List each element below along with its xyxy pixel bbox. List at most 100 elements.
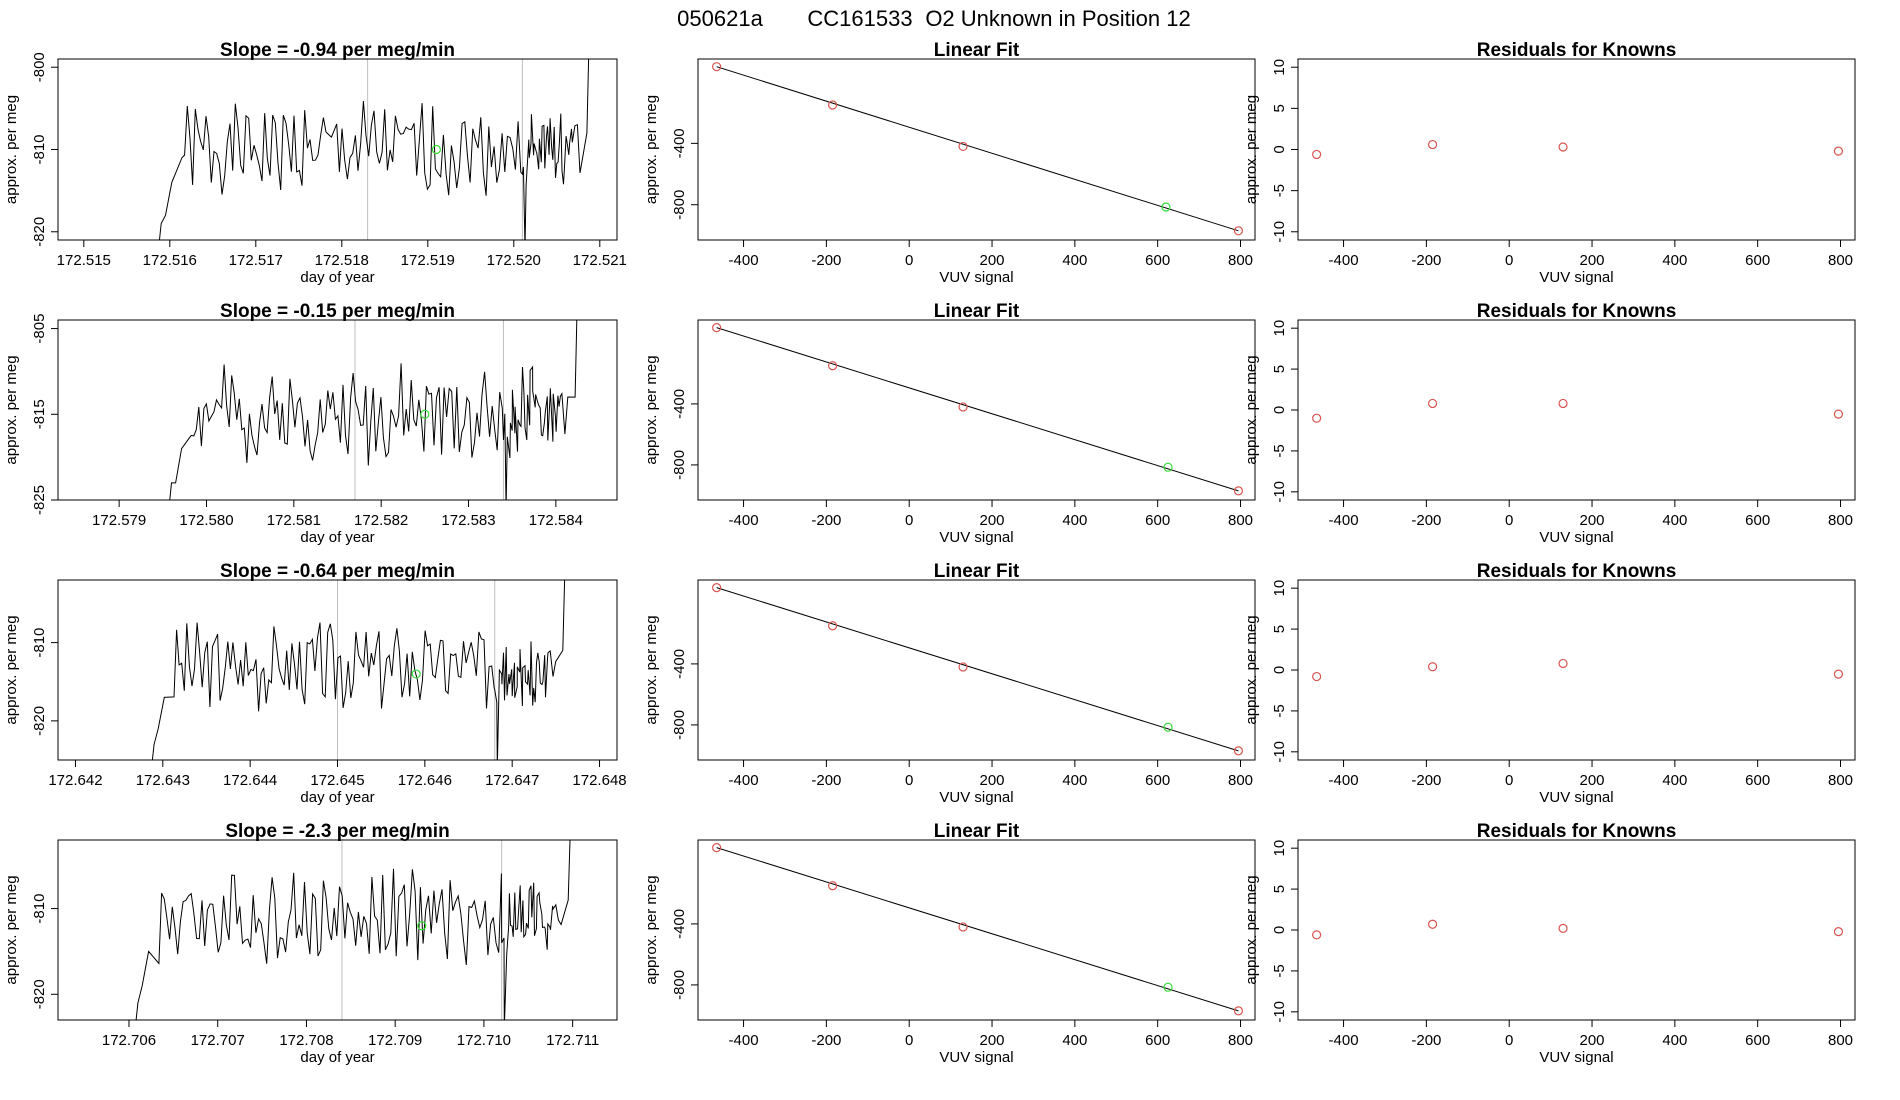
x-tick-label: 200 — [980, 772, 1005, 789]
x-axis-label: VUV signal — [1539, 269, 1613, 286]
plot-frame — [1297, 839, 1856, 1021]
figure-title-run-id: 050621a — [677, 6, 763, 31]
x-tick-label: 172.648 — [572, 772, 626, 789]
y-tick-label: -820 — [31, 706, 48, 736]
y-axis: 10 5 0 -5 -10 approx. per meg — [1243, 580, 1298, 763]
x-tick-label: 800 — [1228, 772, 1253, 789]
x-tick-label: 0 — [905, 512, 913, 529]
y-axis-label: approx. per meg — [3, 95, 20, 204]
x-tick-label: 600 — [1745, 1032, 1770, 1049]
plot-frame — [1297, 58, 1856, 241]
x-tick-label: -200 — [1411, 252, 1441, 269]
x-axis-label: VUV signal — [1539, 1049, 1613, 1066]
x-axis-label: VUV signal — [939, 269, 1013, 286]
x-tick-label: -200 — [1411, 1032, 1441, 1049]
plot-frame — [57, 579, 618, 761]
panel-r2c1: Linear Fit -400 -200 0 200 400 600 800 VUV signa… — [643, 561, 1256, 806]
x-axis: 172.706 172.707 172.708 172.709 172.710 172.7… — [102, 1019, 599, 1066]
x-tick-label: 172.708 — [279, 1032, 333, 1049]
plot-frame — [57, 319, 618, 501]
plot-area — [1312, 919, 1844, 940]
known-point — [1312, 671, 1322, 682]
x-tick-label: 172.581 — [267, 512, 321, 529]
x-tick-label: -200 — [811, 772, 841, 789]
x-tick-label: 172.517 — [229, 252, 283, 269]
y-tick-label: -820 — [31, 979, 48, 1009]
x-axis: -400 -200 0 200 400 600 800 VUV signal — [1329, 1019, 1853, 1066]
known-point — [958, 141, 968, 152]
x-tick-label: 400 — [1662, 252, 1687, 269]
x-tick-label: 0 — [1505, 1032, 1513, 1049]
x-axis: -400 -200 0 200 400 600 800 VUV signal — [729, 759, 1253, 806]
fit-line — [716, 587, 1239, 752]
y-tick-label: -810 — [31, 628, 48, 658]
x-tick-label: 172.584 — [529, 512, 583, 529]
plot-area — [712, 843, 1244, 1016]
y-tick-label: -800 — [671, 450, 688, 480]
x-tick-label: 600 — [1145, 1032, 1170, 1049]
x-tick-label: -200 — [1411, 772, 1441, 789]
x-tick-label: 400 — [1062, 512, 1087, 529]
y-tick-label: -805 — [31, 314, 48, 344]
y-tick-label: 5 — [1271, 885, 1288, 893]
x-tick-label: -400 — [729, 1032, 759, 1049]
known-point — [827, 100, 838, 110]
x-tick-label: 172.518 — [315, 252, 369, 269]
x-tick-label: -200 — [1411, 512, 1441, 529]
y-axis-label: approx. per meg — [1243, 355, 1260, 464]
y-tick-label: -800 — [671, 710, 688, 740]
panel-title: Linear Fit — [934, 821, 1020, 842]
y-tick-label: -800 — [671, 190, 688, 220]
y-axis-label: approx. per meg — [643, 355, 660, 464]
x-tick-label: 172.645 — [310, 772, 364, 789]
y-tick-label: -5 — [1271, 184, 1288, 197]
panel-title: Slope = -0.64 per meg/min — [220, 561, 455, 582]
x-tick-label: 800 — [1828, 772, 1853, 789]
x-tick-label: 0 — [1505, 252, 1513, 269]
x-tick-label: 800 — [1828, 512, 1853, 529]
x-tick-label: -400 — [1329, 252, 1359, 269]
x-axis-label: day of year — [300, 529, 374, 546]
x-tick-label: 200 — [1580, 252, 1605, 269]
plot-frame — [1297, 579, 1856, 761]
x-axis-label: VUV signal — [1539, 529, 1613, 546]
plot-frame — [697, 319, 1256, 501]
x-axis: -400 -200 0 200 400 600 800 VUV signal — [1329, 239, 1853, 286]
x-tick-label: 200 — [1580, 772, 1605, 789]
y-tick-label: 5 — [1271, 365, 1288, 373]
known-point — [1558, 398, 1568, 409]
known-point — [827, 881, 838, 891]
y-axis: -805 -815 -825 approx. per meg — [3, 314, 58, 515]
known-point — [1233, 1006, 1244, 1016]
panel-title: Residuals for Knowns — [1477, 301, 1677, 322]
x-tick-label: 400 — [1062, 1032, 1087, 1049]
y-tick-label: -815 — [31, 399, 48, 429]
x-tick-label: 172.711 — [546, 1032, 599, 1049]
x-axis: 172.642 172.643 172.644 172.645 172.646 172.6… — [48, 759, 627, 806]
figure-title: 050621a CC161533 O2 Unknown in Position … — [677, 6, 1191, 31]
plot-area — [1312, 658, 1844, 682]
y-axis: 10 5 0 -5 -10 approx. per meg — [1243, 59, 1298, 243]
y-tick-label: 0 — [1271, 926, 1288, 934]
known-point — [1833, 146, 1844, 156]
panel-title: Residuals for Knowns — [1477, 40, 1677, 61]
unknown-marker — [420, 409, 430, 419]
x-tick-label: 400 — [1662, 772, 1687, 789]
y-tick-label: -10 — [1271, 221, 1288, 243]
fit-line — [716, 327, 1239, 492]
x-axis-label: VUV signal — [939, 1049, 1013, 1066]
x-tick-label: 600 — [1745, 512, 1770, 529]
y-axis-label: approx. per meg — [643, 615, 660, 724]
known-point — [827, 621, 838, 631]
y-axis-label: approx. per meg — [1243, 875, 1260, 984]
panel-r0c1: Linear Fit -400 -200 0 200 400 600 800 VUV signa… — [643, 40, 1256, 286]
known-point — [958, 402, 968, 412]
x-tick-label: 172.582 — [354, 512, 408, 529]
plot-area — [712, 323, 1244, 496]
known-point — [712, 323, 722, 333]
x-tick-label: -400 — [1329, 1032, 1359, 1049]
y-tick-label: -400 — [671, 389, 688, 419]
y-axis: -400 -800 approx. per meg — [643, 355, 698, 480]
